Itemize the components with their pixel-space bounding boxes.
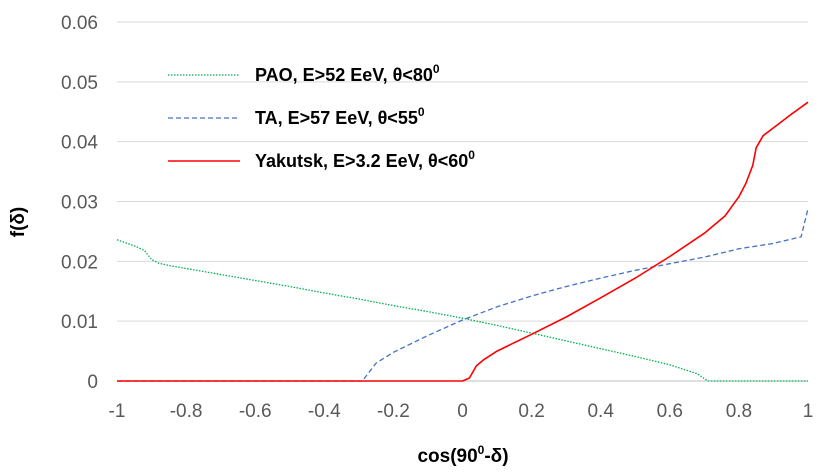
legend-entry: PAO, E>52 EeV, θ<800 bbox=[255, 62, 440, 85]
y-tick-label: 0.04 bbox=[61, 133, 98, 154]
x-tick-label: -1 bbox=[109, 401, 126, 422]
x-tick-label: -0.6 bbox=[239, 401, 272, 422]
x-tick-labels: -1 -0.8 -0.6 -0.4 -0.2 0 0.2 0.4 0.6 0.8 1 bbox=[109, 401, 814, 422]
legend-entry: TA, E>57 EeV, θ<550 bbox=[255, 105, 425, 128]
x-tick-label: 0.8 bbox=[726, 401, 752, 422]
x-tick-label: -0.2 bbox=[377, 401, 410, 422]
legend: PAO, E>52 EeV, θ<800 TA, E>57 EeV, θ<550 Y… bbox=[168, 62, 475, 171]
x-tick-label: 0.4 bbox=[587, 401, 614, 422]
series-lines bbox=[116, 101, 809, 382]
x-tick-label: 0 bbox=[457, 401, 468, 422]
y-tick-labels: 0 0.01 0.02 0.03 0.04 0.05 0.06 bbox=[61, 13, 98, 393]
y-axis-title: f(δ) bbox=[8, 207, 29, 238]
series-line bbox=[117, 101, 809, 382]
legend-entry: Yakutsk, E>3.2 EeV, θ<600 bbox=[255, 148, 475, 171]
y-tick-label: 0.03 bbox=[61, 193, 98, 214]
x-axis-title: cos(900-δ) bbox=[417, 443, 508, 467]
x-tick-label: 1 bbox=[803, 401, 814, 422]
y-tick-label: 0.02 bbox=[61, 252, 98, 273]
x-tick-label: -0.8 bbox=[170, 401, 203, 422]
gridlines bbox=[117, 21, 808, 382]
series-line bbox=[117, 208, 809, 382]
y-tick-label: 0 bbox=[87, 372, 98, 393]
y-tick-label: 0.01 bbox=[61, 312, 98, 333]
y-tick-label: 0.06 bbox=[61, 13, 98, 34]
x-tick-label: 0.2 bbox=[518, 401, 544, 422]
y-tick-label: 0.05 bbox=[61, 73, 98, 94]
x-tick-label: 0.6 bbox=[657, 401, 683, 422]
x-tick-label: -0.4 bbox=[308, 401, 341, 422]
series-line bbox=[116, 239, 808, 382]
